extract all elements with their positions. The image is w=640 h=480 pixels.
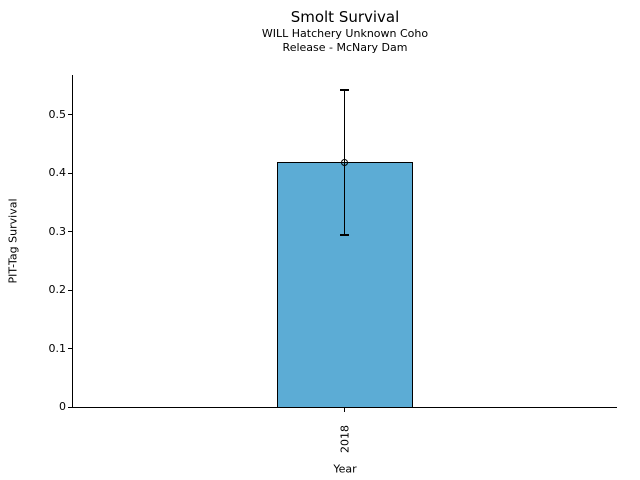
y-tick-label: 0.1 <box>48 341 67 355</box>
y-tick-label: 0.4 <box>48 166 67 180</box>
title-block: Smolt Survival WILL Hatchery Unknown Coh… <box>73 8 617 55</box>
y-tick-label: 0 <box>59 400 66 413</box>
y-tick-label: 0.2 <box>48 283 67 297</box>
y-axis-label: PIT-Tag Survival <box>6 198 20 284</box>
x-tick-label: 2018 <box>338 425 351 453</box>
x-axis-label: Year <box>333 462 357 476</box>
data-point-marker <box>341 158 348 166</box>
chart-subtitle-line2: Release - McNary Dam <box>282 41 408 54</box>
y-tick <box>68 348 72 350</box>
y-tick <box>68 172 72 174</box>
y-axis-line <box>72 75 73 408</box>
x-tick <box>344 408 345 412</box>
y-tick-label: 0.5 <box>48 107 67 121</box>
y-tick-label: 0.3 <box>48 224 67 238</box>
y-tick <box>68 406 72 408</box>
chart-subtitle-line1: WILL Hatchery Unknown Coho <box>261 27 429 40</box>
chart-title: Smolt Survival <box>290 8 400 26</box>
y-tick <box>68 289 72 291</box>
y-tick <box>68 114 72 116</box>
y-tick <box>68 231 72 233</box>
error-bar-cap-bottom <box>340 234 349 236</box>
error-bar-cap-top <box>340 89 349 91</box>
